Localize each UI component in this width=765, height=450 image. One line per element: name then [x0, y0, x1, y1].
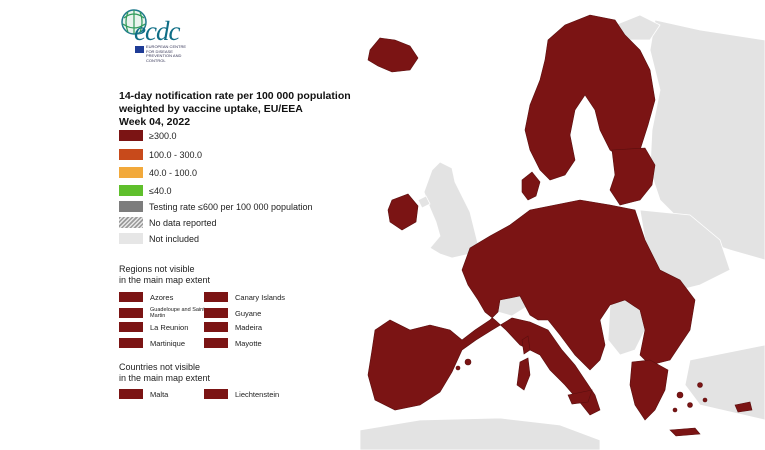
region-item: Mayotte [204, 337, 304, 350]
region-item: La Reunion [119, 321, 219, 334]
countries-title-line2: in the main map extent [119, 373, 211, 383]
country-swatch [119, 389, 143, 399]
ecdc-subtitle: EUROPEAN CENTRE FOR DISEASE PREVENTION A… [146, 44, 187, 63]
ecdc-wordmark: ecdc [134, 16, 180, 46]
legend-label: Not included [149, 234, 200, 244]
legend-swatch [119, 217, 143, 228]
legend-label: ≥300.0 [149, 131, 177, 141]
country-swatch [204, 389, 228, 399]
region-swatch [204, 322, 228, 332]
region-swatch [204, 292, 228, 302]
region-label: Canary Islands [235, 293, 286, 302]
region-item: Martinique [119, 337, 219, 350]
region-label: Azores [150, 293, 174, 302]
legend-item: ≥300.0 [119, 129, 379, 143]
map-title-line1: 14-day notification rate per 100 000 pop… [119, 90, 351, 102]
legend-item: No data reported [119, 216, 379, 230]
region-label: Guyane [235, 309, 262, 318]
legend-panel: ecdc EUROPEAN CENTRE FOR DISEASE PREVENT… [0, 0, 360, 450]
legend-item: Not included [119, 232, 379, 246]
map-title: 14-day notification rate per 100 000 pop… [119, 90, 369, 129]
region-swatch [204, 338, 228, 348]
eu-flag-icon [135, 46, 144, 53]
legend-item: ≤40.0 [119, 184, 379, 198]
legend-item: 100.0 - 300.0 [119, 148, 379, 162]
region-swatch [119, 292, 143, 302]
ecdc-globe-icon [121, 9, 147, 35]
legend-swatch [119, 201, 143, 212]
region-label: Martinique [150, 339, 186, 348]
countries-title: Countries not visible in the main map ex… [119, 362, 210, 384]
region-label: Mayotte [235, 339, 262, 348]
legend-swatch [119, 167, 143, 178]
country-label: Malta [150, 390, 169, 399]
regions-title-line1: Regions not visible [119, 264, 195, 274]
regions-title-line2: in the main map extent [119, 275, 211, 285]
legend-item: 40.0 - 100.0 [119, 166, 379, 180]
region-swatch [119, 322, 143, 332]
map-title-line3: Week 04, 2022 [119, 116, 191, 128]
regions-title: Regions not visible in the main map exte… [119, 264, 210, 286]
region-label: La Reunion [150, 323, 189, 332]
legend-label: 40.0 - 100.0 [149, 168, 198, 178]
legend-swatch [119, 185, 143, 196]
region-item: Azores [119, 291, 219, 304]
country-label: Liechtenstein [235, 390, 280, 399]
region-swatch [204, 308, 228, 318]
eu-eea-countries [367, 14, 753, 437]
region-item: Canary Islands [204, 291, 304, 304]
legend-label: 100.0 - 300.0 [149, 150, 203, 160]
countries-title-line1: Countries not visible [119, 362, 201, 372]
map-title-line2: weighted by vaccine uptake, EU/EEA [119, 103, 303, 115]
region-item: Madeira [204, 321, 304, 334]
country-item: Liechtenstein [204, 388, 304, 401]
region-item: Guyane [204, 307, 304, 320]
region-label: Madeira [235, 323, 263, 332]
legend-label: Testing rate ≤600 per 100 000 population [149, 202, 313, 212]
region-swatch [119, 308, 143, 318]
region-item: Guadeloupe and Saint Martin [119, 307, 219, 320]
legend-item: Testing rate ≤600 per 100 000 population [119, 200, 379, 214]
legend-label: No data reported [149, 218, 217, 228]
legend-swatch [119, 149, 143, 160]
legend-swatch [119, 233, 143, 244]
legend-label: ≤40.0 [149, 186, 172, 196]
region-swatch [119, 338, 143, 348]
not-included-countries [359, 14, 765, 450]
region-label: Guadeloupe and Saint Martin [150, 307, 205, 319]
legend-swatch [119, 130, 143, 141]
country-item: Malta [119, 388, 219, 401]
